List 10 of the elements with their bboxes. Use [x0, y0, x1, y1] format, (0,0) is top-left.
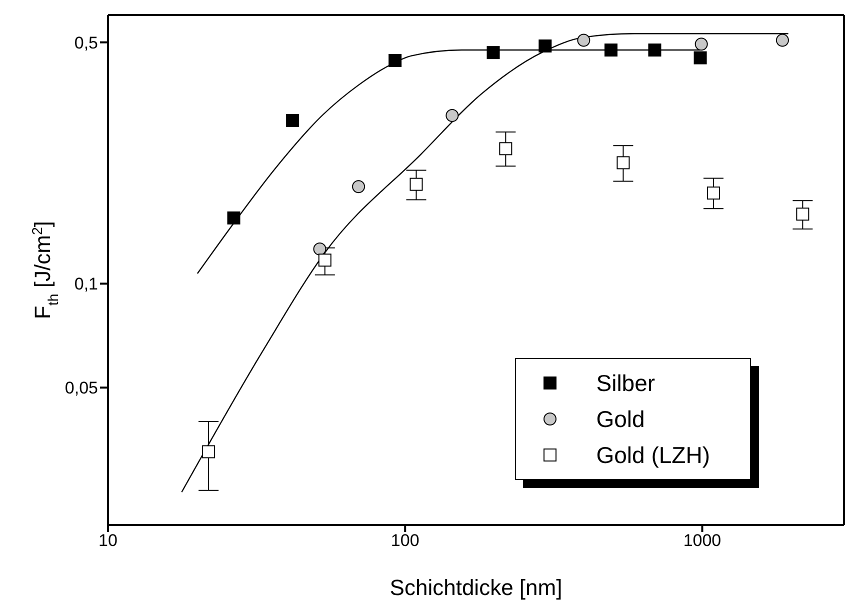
legend-label: Gold	[596, 406, 645, 432]
legend-label: Gold (LZH)	[596, 442, 710, 468]
y-tick-label: 0,1	[74, 274, 98, 294]
x-tick-label: 100	[390, 531, 420, 550]
x-axis-title: Schichtdicke [nm]	[390, 575, 562, 600]
y-tick-label: 0,05	[64, 378, 98, 398]
legend-label: Silber	[596, 370, 656, 396]
x-tick-label: 10	[98, 531, 118, 550]
y-tick-label: 0,5	[74, 33, 98, 52]
x-tick-label: 1000	[683, 531, 722, 550]
